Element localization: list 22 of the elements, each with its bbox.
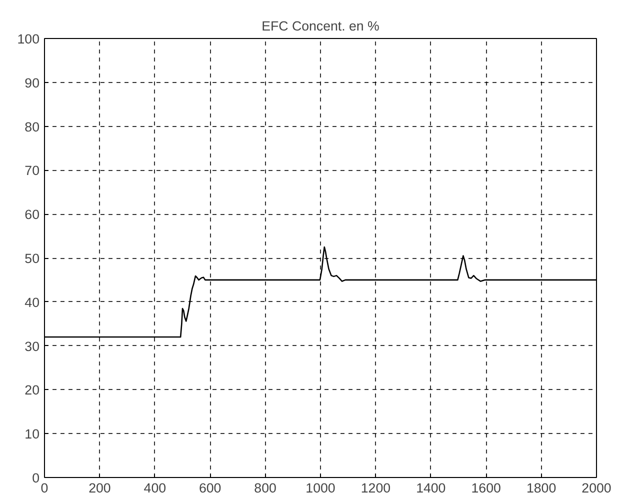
chart-title: EFC Concent. en %: [262, 18, 380, 34]
x-tick-label: 1200: [360, 480, 391, 496]
y-tick-label: 50: [24, 251, 40, 266]
x-tick-label: 800: [254, 480, 276, 496]
y-tick-label: 90: [24, 75, 40, 90]
y-tick-label: 100: [17, 32, 40, 46]
y-tick-label: 40: [24, 294, 40, 310]
y-tick-label: 10: [24, 426, 40, 442]
y-tick-label: 60: [24, 207, 40, 222]
x-tick-label: 400: [144, 480, 166, 496]
x-tick-label: 2000: [582, 480, 612, 496]
x-tick-label: 1600: [471, 480, 501, 496]
y-tick-label: 0: [32, 470, 40, 486]
y-tick-label: 20: [24, 382, 40, 398]
y-tick-label: 80: [24, 119, 40, 134]
x-tick-label: 600: [198, 480, 222, 496]
x-tick-label: 1400: [416, 480, 446, 496]
y-tick-label: 70: [24, 163, 40, 178]
x-tick-label: 1800: [526, 480, 556, 496]
y-tick-label: 30: [24, 338, 40, 354]
x-tick-label: 1000: [306, 480, 336, 496]
x-tick-label: 200: [88, 480, 111, 496]
